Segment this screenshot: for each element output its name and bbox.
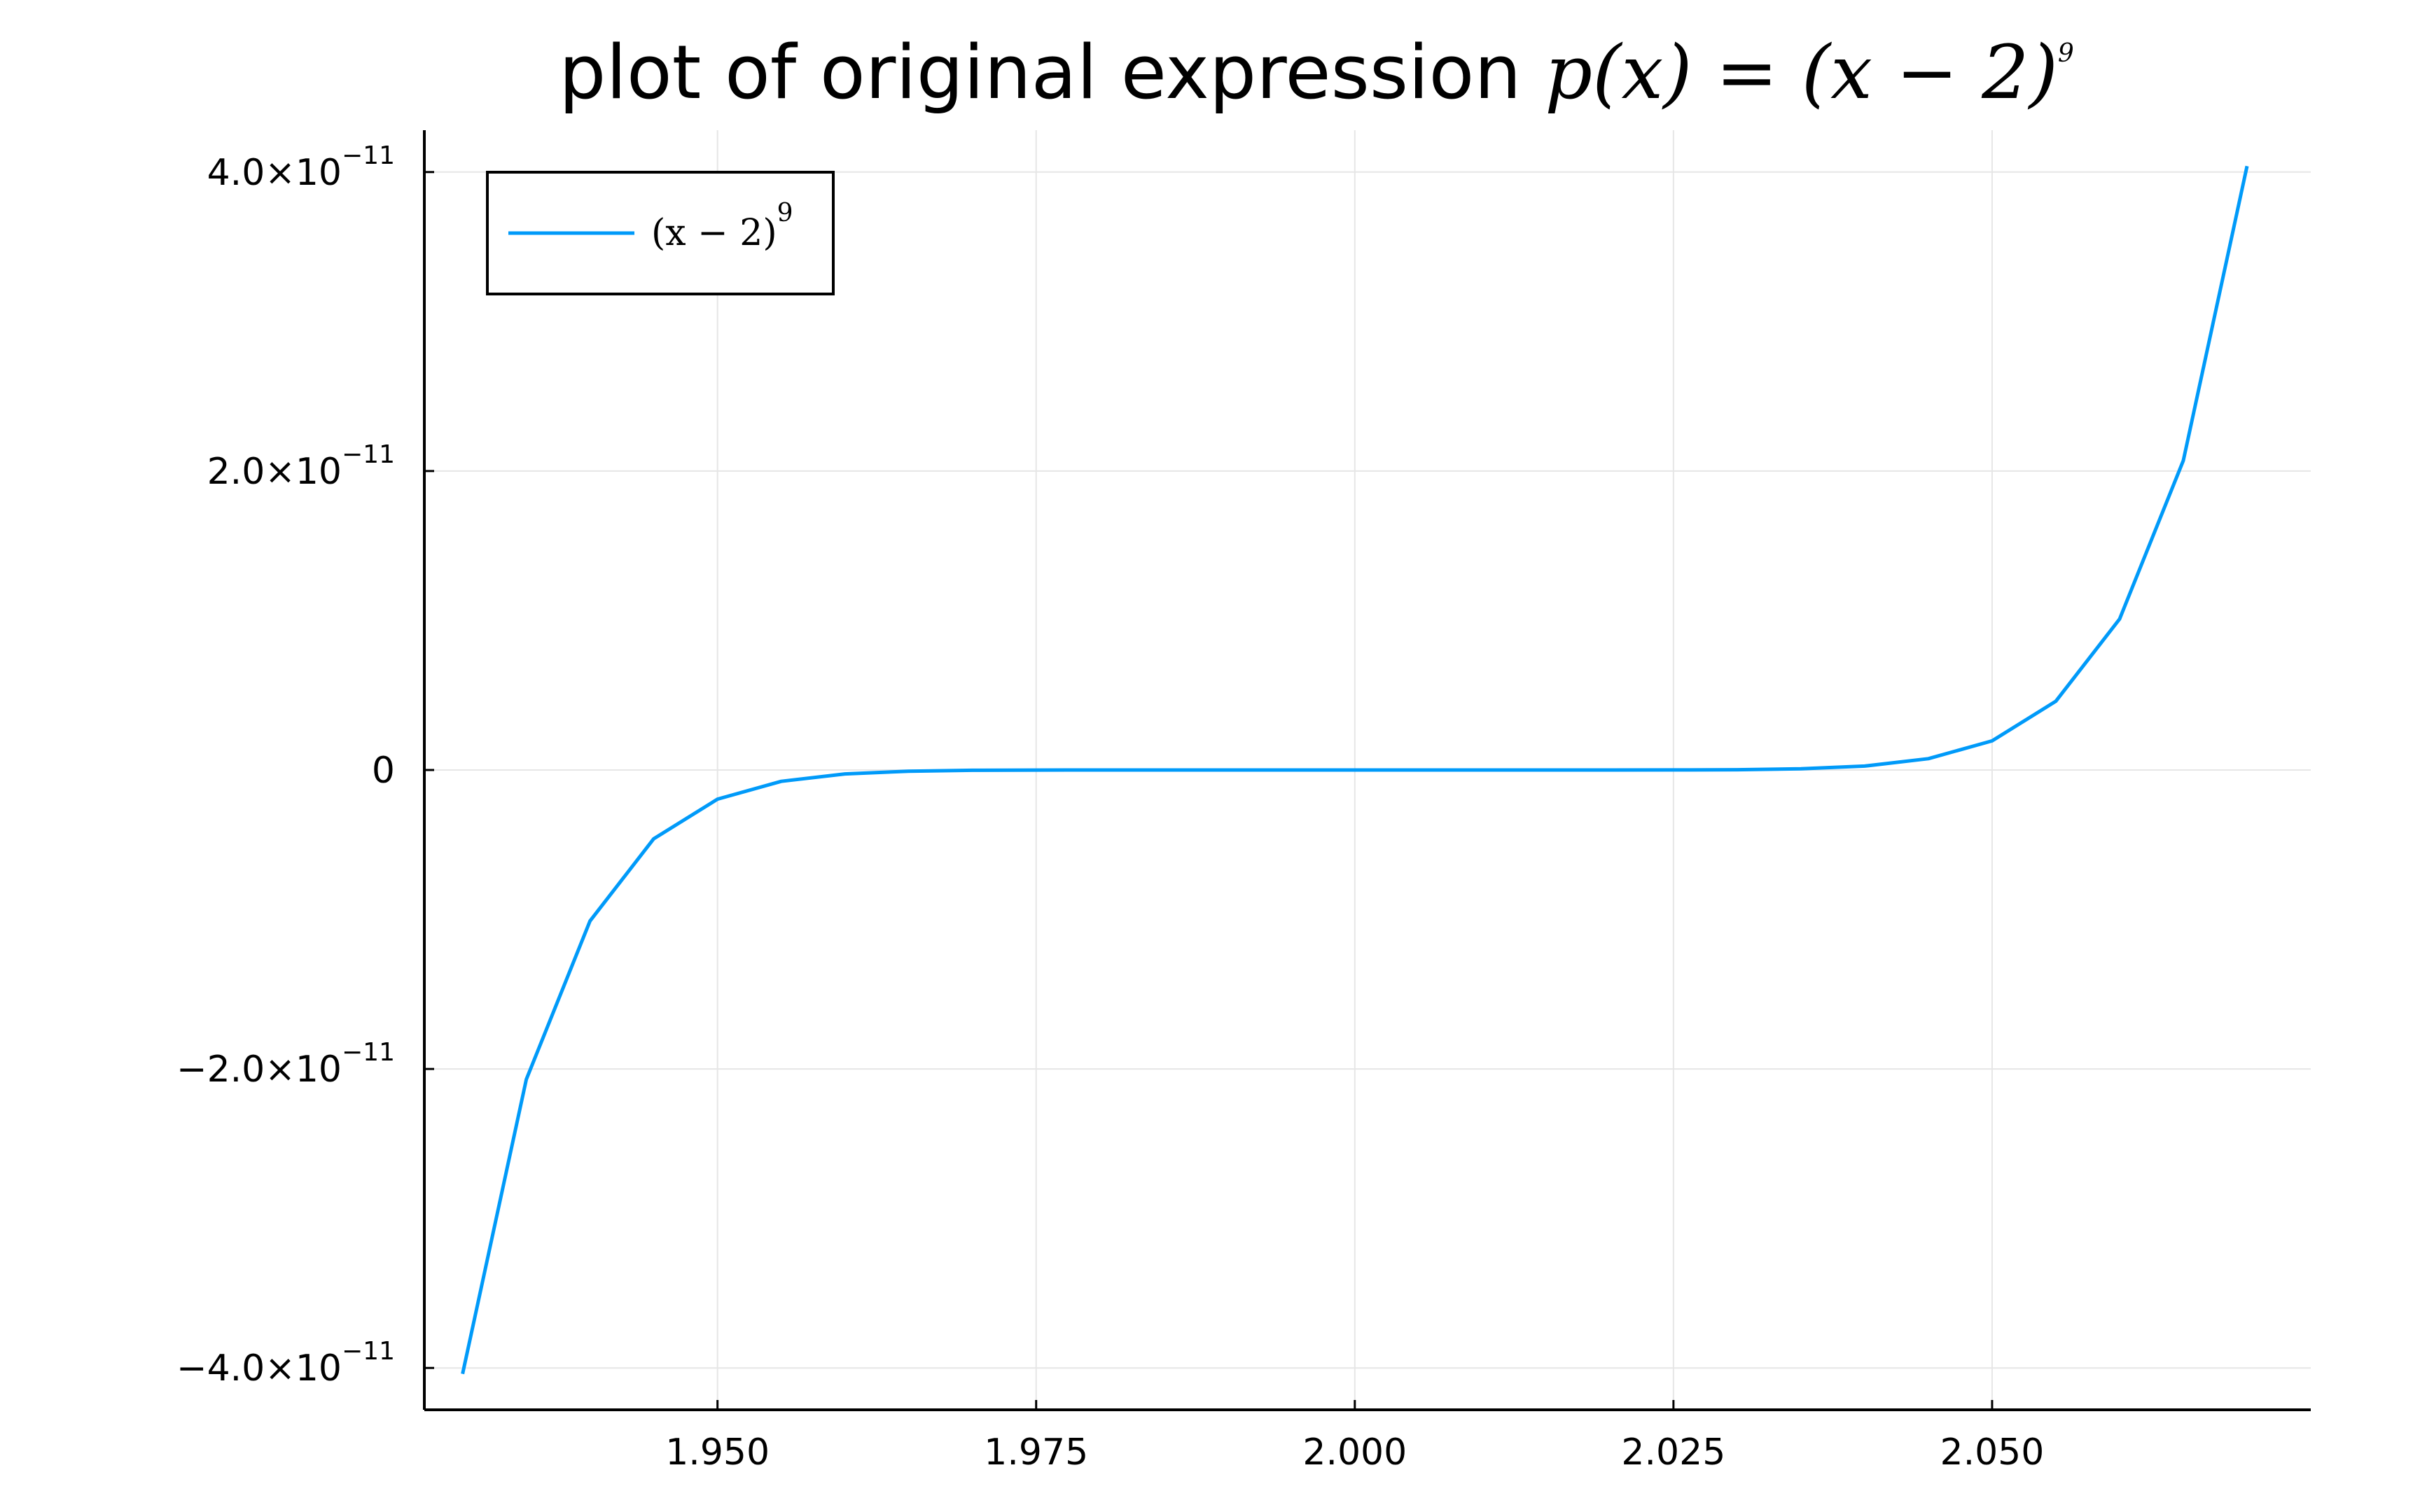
y-tick-label: −2.0×10−11: [176, 1038, 395, 1091]
y-tick-label: 0: [372, 750, 395, 792]
y-tick-mantissa: −2.0×10: [176, 1049, 342, 1091]
chart-title: plot of original expression p(x) = (x − …: [559, 29, 2074, 115]
y-tick-exponent: −11: [342, 141, 395, 170]
y-tick-exponent: −11: [342, 440, 395, 469]
x-tick-labels: 1.950 1.975 2.000 2.025 2.050: [665, 1432, 2044, 1474]
axes: [423, 130, 2311, 1411]
y-tick-mantissa: 4.0×10: [207, 152, 342, 194]
legend: (x − 2)9: [486, 171, 835, 295]
y-tick-label: 2.0×10−11: [207, 440, 395, 493]
series-lines: [461, 165, 2249, 1375]
y-tick-exponent: −11: [342, 1337, 395, 1366]
y-tick-label: 4.0×10−11: [207, 141, 395, 194]
series-line-0: [461, 165, 2249, 1375]
chart-title-prefix: plot of original expression: [559, 29, 1545, 115]
x-tick-label: 2.000: [1302, 1432, 1407, 1474]
y-tick-mantissa: −4.0×10: [176, 1348, 342, 1390]
legend-label: (x − 2)9: [651, 199, 793, 254]
x-tick-label: 2.025: [1621, 1432, 1725, 1474]
chart-title-math-exp: 9: [2058, 39, 2074, 68]
y-tick-labels: 4.0×10−112.0×10−110−2.0×10−11−4.0×10−11: [176, 141, 395, 1390]
legend-label-exp: 9: [777, 199, 793, 227]
x-tick-label: 2.050: [1940, 1432, 2044, 1474]
y-tick-mantissa: 0: [372, 750, 395, 792]
y-tick-mantissa: 2.0×10: [207, 451, 342, 493]
legend-label-base: (x − 2): [651, 212, 777, 254]
chart-title-math: p(x) = (x − 2): [1545, 29, 2058, 115]
y-tick-label: −4.0×10−11: [176, 1337, 395, 1390]
x-tick-label: 1.950: [665, 1432, 770, 1474]
x-tick-label: 1.975: [984, 1432, 1088, 1474]
y-tick-exponent: −11: [342, 1038, 395, 1067]
